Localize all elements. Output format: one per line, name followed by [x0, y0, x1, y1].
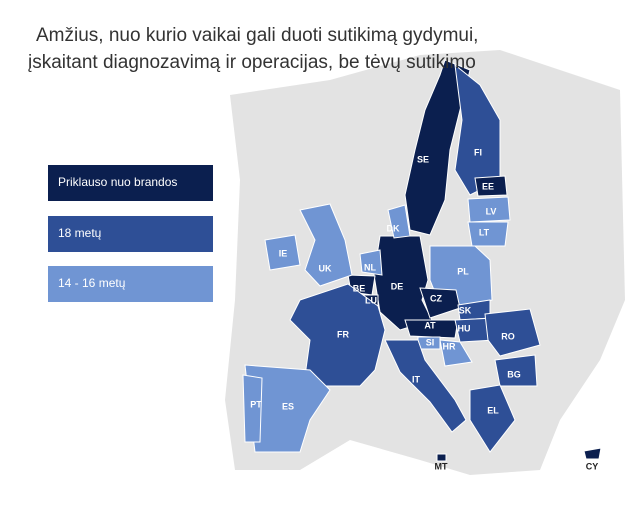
country-label: BG	[507, 369, 521, 379]
country-label: FR	[337, 329, 349, 339]
country-label: AT	[424, 320, 436, 330]
country-shape	[494, 354, 538, 387]
country-label: LV	[486, 206, 497, 216]
country-label: CZ	[430, 293, 442, 303]
country-label: UK	[319, 263, 332, 273]
country-shape	[289, 283, 386, 387]
country-label: LT	[479, 227, 490, 237]
country-shape	[583, 447, 602, 460]
countries	[242, 59, 602, 462]
legend: Priklauso nuo brandos 18 metų 14 - 16 metų	[48, 165, 213, 302]
country-shape	[359, 249, 383, 276]
legend-swatch	[48, 165, 213, 201]
country-shape	[484, 308, 541, 357]
country-label: DK	[387, 223, 400, 233]
country-label: MT	[435, 461, 448, 471]
country-label: EE	[482, 181, 494, 191]
country-label: DE	[391, 281, 404, 291]
country-label: EL	[487, 405, 499, 415]
country-label: SI	[426, 337, 435, 347]
title-line: Amžius, nuo kurio vaikai gali duoti suti…	[36, 25, 478, 46]
country-label: HR	[443, 341, 456, 351]
country-label: BE	[353, 283, 366, 293]
country-label: SE	[417, 154, 429, 164]
country-labels: SE FI EE LV LT PL DE DK NL BE LU FR CZ SK AT HU SI HR RO BG…	[250, 147, 598, 471]
country-shape	[467, 221, 509, 247]
title-line: įskaitant diagnozavimą ir operacijas, be…	[28, 52, 476, 73]
country-label: HU	[458, 323, 471, 333]
country-shape	[384, 339, 467, 433]
country-label: LU	[365, 295, 377, 305]
country-shape	[404, 319, 459, 339]
legend-swatch	[48, 266, 213, 302]
country-shape	[467, 196, 511, 223]
country-shape	[474, 175, 508, 197]
country-label: SK	[459, 305, 472, 315]
country-shape	[469, 384, 516, 453]
country-label: IT	[412, 374, 421, 384]
legend-swatch	[48, 216, 213, 252]
country-label: IE	[279, 248, 288, 258]
country-label: ES	[282, 401, 294, 411]
country-shape	[299, 203, 353, 287]
legend-label: Priklauso nuo brandos	[58, 175, 177, 189]
country-label: RO	[501, 331, 515, 341]
country-shape	[387, 204, 411, 239]
country-shape	[242, 374, 263, 443]
legend-label: 14 - 16 metų	[58, 276, 126, 290]
country-shape	[264, 234, 301, 271]
country-label: PT	[250, 399, 262, 409]
legend-label: 18 metų	[58, 226, 102, 240]
country-label: FI	[474, 147, 482, 157]
country-shape	[436, 453, 447, 462]
country-label: NL	[364, 262, 376, 272]
country-shape	[439, 339, 473, 367]
country-label: CY	[586, 461, 599, 471]
country-label: PL	[457, 266, 469, 276]
